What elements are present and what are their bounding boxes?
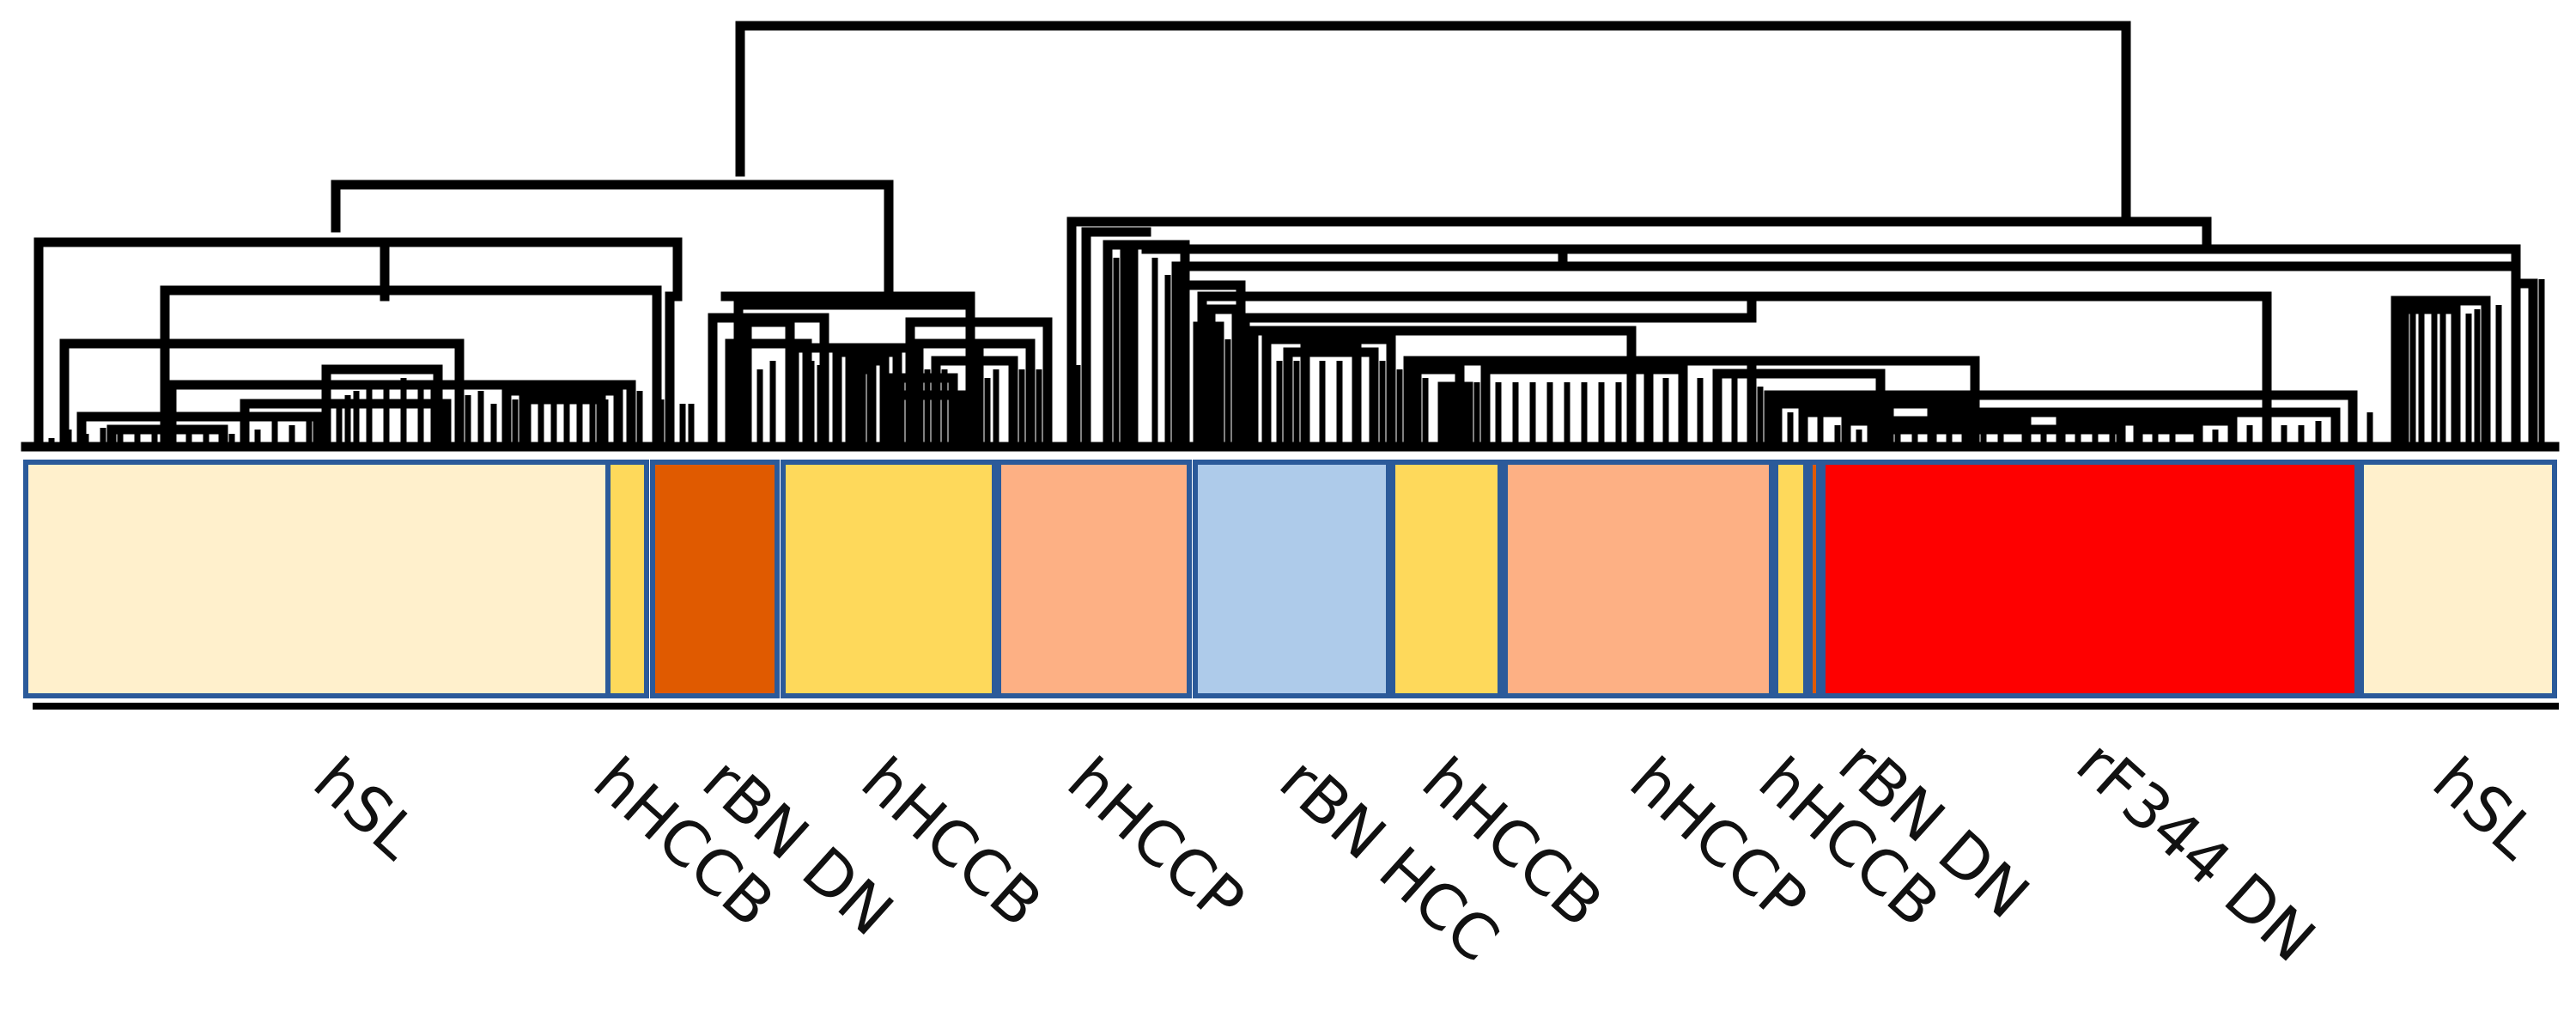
- dendrogram-branch: [1240, 291, 1757, 452]
- dendrogram-branch: [1764, 390, 2358, 452]
- dendrogram-branch: [1558, 249, 2521, 271]
- dendrogram-branch: [1103, 240, 1130, 452]
- dendrogram-branch: [1249, 326, 1637, 452]
- band-segment-rbn-dn: [1807, 460, 1821, 698]
- dendrogram-branch: [1437, 381, 1473, 452]
- dendrogram-branch: [1446, 390, 1465, 452]
- dendrogram-branch: [59, 338, 465, 452]
- color-band: [23, 460, 2557, 698]
- dendrogram-branch: [720, 291, 975, 452]
- dendrogram-branch: [888, 373, 958, 452]
- dendrogram-branch: [519, 394, 606, 452]
- dendrogram-branch: [160, 285, 662, 452]
- band-segment-hhccb: [781, 460, 997, 698]
- dendrogram-root: [735, 21, 2131, 227]
- dendrogram-branch: [1261, 334, 1396, 452]
- band-segment-rbn-dn: [650, 460, 780, 698]
- dendrogram-branch: [1081, 227, 1151, 452]
- dendrogram-branch: [501, 386, 623, 452]
- dendrogram-branch: [1300, 343, 1362, 452]
- dendrogram-branch: [331, 180, 894, 302]
- dendrogram-tree: [21, 21, 2560, 452]
- dendrogram-branch: [725, 338, 812, 452]
- dendrogram-branch: [2511, 278, 2538, 452]
- dendrogram-branch: [1480, 364, 1688, 452]
- dendrogram-branch: [974, 338, 1036, 452]
- band-segment-hhccb: [1773, 460, 1808, 698]
- dendrogram-branch: [733, 300, 975, 452]
- dendrogram-branch: [905, 317, 1053, 452]
- dendrogram-branch: [1193, 321, 1224, 452]
- dendrogram-branch: [106, 424, 228, 452]
- dendrogram-branch: [33, 237, 683, 452]
- band-segment-hhccp: [996, 460, 1192, 698]
- dendrogram-branch: [2391, 296, 2491, 452]
- band-segment-hsl: [23, 460, 611, 698]
- band-segment-hhccb: [1390, 460, 1503, 698]
- dendrogram-branch: [879, 390, 967, 452]
- dendrogram-branch: [1643, 356, 1757, 452]
- band-segment-hsl: [2359, 460, 2557, 698]
- dendrogram-branch: [1171, 261, 1559, 452]
- dendrogram-branch: [321, 364, 443, 452]
- dendrogram-branch: [2133, 424, 2203, 452]
- dendrogram-leaves: [48, 258, 2545, 447]
- dendrogram-branch: [76, 411, 323, 452]
- band-segment-rf344-dn: [1820, 460, 2360, 698]
- dendrogram-branch: [2399, 304, 2461, 452]
- band-segment-hhccb: [605, 460, 649, 698]
- band-segment-hhccp: [1503, 460, 1774, 698]
- band-segment-rbn-hcc: [1193, 460, 1391, 698]
- dendrogram-branch: [1867, 424, 2126, 452]
- dendrogram-branch: [1206, 304, 1242, 452]
- dendrogram-branch: [1066, 216, 2212, 452]
